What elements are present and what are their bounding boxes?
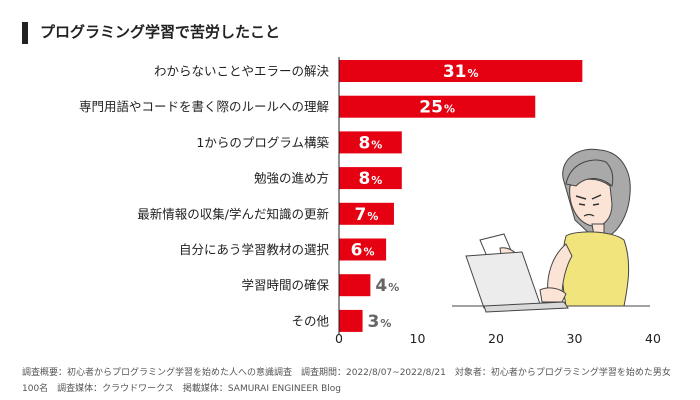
data-label: 3%	[368, 312, 392, 332]
x-tick-label: 0	[335, 331, 343, 346]
x-tick-label: 40	[645, 331, 661, 346]
bar	[339, 131, 402, 154]
data-label: 6%	[351, 241, 375, 261]
category-label: 最新情報の収集/学んだ知識の更新	[137, 206, 329, 221]
chart-title: プログラミング学習で苦労したこと	[40, 23, 281, 41]
category-label: 専門用語やコードを書く際のルールへの理解	[79, 99, 329, 114]
category-label: 自分にあう学習教材の選択	[179, 242, 330, 257]
x-tick-label: 30	[567, 331, 583, 346]
category-label: その他	[291, 313, 329, 328]
data-label: 8%	[358, 169, 382, 189]
x-tick-label: 20	[488, 331, 504, 346]
category-label: 勉強の進め方	[254, 171, 329, 186]
category-label: 1からのプログラム構築	[196, 135, 329, 150]
category-label: 学習時間の確保	[241, 278, 329, 293]
bar	[339, 238, 387, 261]
bar	[339, 274, 371, 297]
survey-footnote-line-2: 100名 調査媒体：クラウドワークス 掲載媒体：SAMURAI ENGINEER…	[22, 384, 342, 394]
bar	[339, 202, 394, 225]
data-label: 25%	[419, 98, 455, 118]
bar	[339, 309, 363, 332]
data-label: 8%	[358, 133, 382, 153]
data-label: 4%	[375, 276, 399, 296]
bar	[339, 60, 583, 82]
data-label: 31%	[443, 62, 479, 82]
bar	[339, 167, 402, 190]
category-label: わからないことやエラーの解決	[154, 64, 330, 79]
survey-footnote-line-1: 調査概要：初心者からプログラミング学習を始めた人への意識調査 調査期間：2022…	[22, 368, 671, 378]
x-tick-label: 10	[410, 331, 426, 346]
title-accent-bar	[22, 22, 28, 44]
bar	[339, 95, 536, 118]
data-label: 7%	[355, 205, 379, 225]
woman-at-laptop-illustration	[452, 148, 650, 313]
